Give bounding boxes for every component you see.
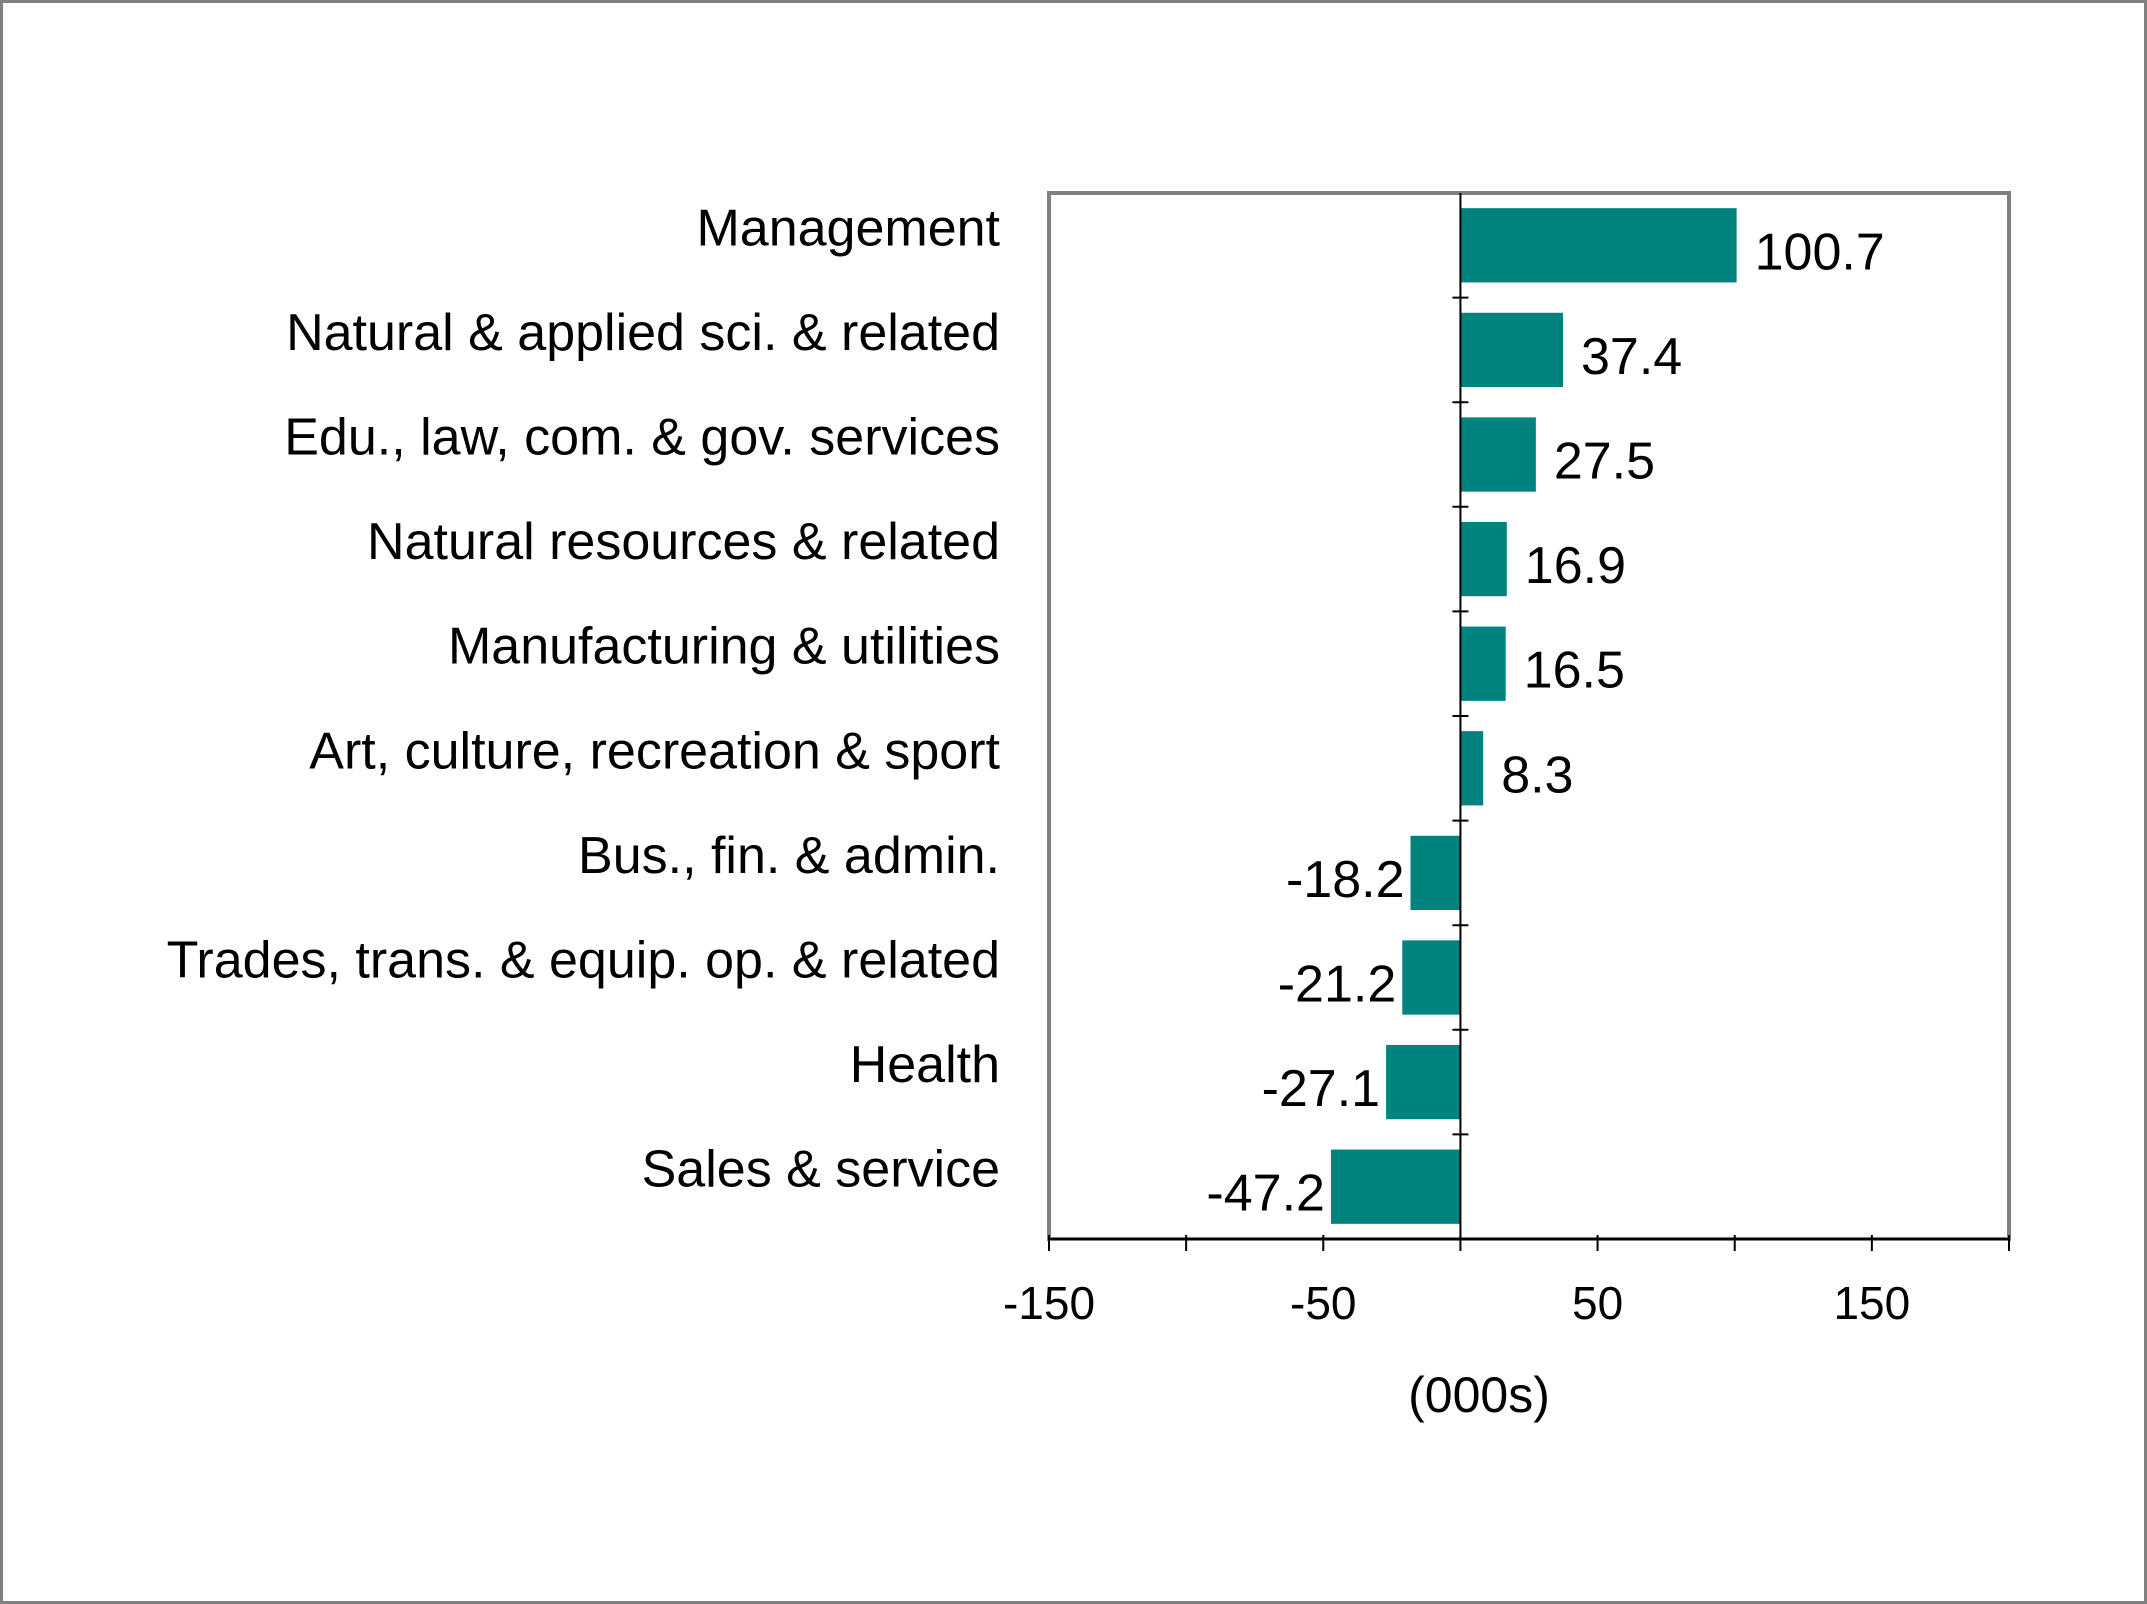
x-tick-label: -150 (1003, 1277, 1095, 1329)
bar-1 (1460, 208, 1737, 283)
category-label: Art, culture, recreation & sport (309, 722, 1000, 780)
x-axis-ticks: -150 -50 50 150 (1003, 1235, 2010, 1329)
data-label: -27.1 (1262, 1060, 1381, 1118)
bar-8 (1402, 940, 1461, 1015)
bar-7 (1410, 835, 1461, 911)
data-label: 8.3 (1501, 746, 1573, 804)
x-tick-label: -50 (1290, 1277, 1356, 1329)
bar-6 (1460, 731, 1484, 806)
data-label: 16.5 (1524, 642, 1625, 700)
category-label: Trades, trans. & equip. op. & related (167, 932, 1000, 990)
x-tick-label: 150 (1833, 1277, 1910, 1329)
bar-4 (1460, 521, 1507, 597)
data-label: -18.2 (1286, 851, 1405, 909)
data-label: 27.5 (1554, 433, 1655, 491)
bar-2 (1460, 312, 1564, 388)
y-axis-ticks (1452, 296, 1469, 1136)
data-label: -47.2 (1206, 1165, 1325, 1223)
category-label: Natural & applied sci. & related (286, 304, 1000, 362)
data-label: 16.9 (1525, 537, 1626, 595)
data-label: 100.7 (1755, 223, 1885, 281)
category-label: Manufacturing & utilities (448, 618, 1000, 676)
bar-3 (1460, 417, 1536, 492)
category-label: Sales & service (642, 1141, 1000, 1199)
category-label: Natural resources & related (367, 513, 1000, 571)
bars (1330, 208, 1737, 1224)
data-label: 37.4 (1581, 328, 1682, 386)
bar-9 (1386, 1044, 1461, 1120)
bar-10 (1330, 1149, 1461, 1224)
category-label: Health (850, 1036, 1000, 1094)
bar-5 (1460, 626, 1506, 701)
x-axis-title: (000s) (1408, 1367, 1550, 1423)
category-label: Edu., law, com. & gov. services (284, 409, 1000, 467)
category-label: Management (696, 199, 1000, 257)
category-labels: Management Natural & applied sci. & relat… (167, 199, 1001, 1198)
x-tick-label: 50 (1572, 1277, 1623, 1329)
category-label: Bus., fin. & admin. (578, 827, 1000, 885)
data-label: -21.2 (1278, 956, 1397, 1014)
data-labels: 100.7 37.4 27.5 16.9 16.5 8.3 -18.2 -21.2 -27.1 -… (1206, 223, 1884, 1222)
